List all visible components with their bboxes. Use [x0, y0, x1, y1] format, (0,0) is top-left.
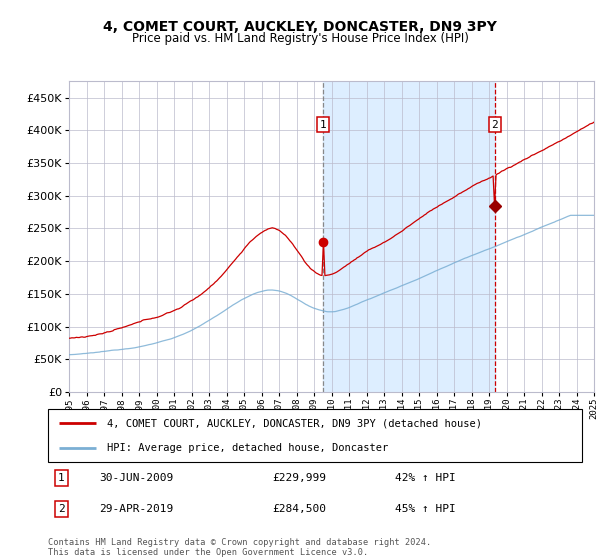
Text: 30-JUN-2009: 30-JUN-2009: [99, 473, 173, 483]
Text: 45% ↑ HPI: 45% ↑ HPI: [395, 504, 456, 514]
Text: Contains HM Land Registry data © Crown copyright and database right 2024.
This d: Contains HM Land Registry data © Crown c…: [48, 538, 431, 557]
Text: 2: 2: [58, 504, 65, 514]
Text: 2: 2: [491, 120, 498, 130]
Text: HPI: Average price, detached house, Doncaster: HPI: Average price, detached house, Donc…: [107, 442, 388, 452]
Text: £284,500: £284,500: [272, 504, 326, 514]
Text: 4, COMET COURT, AUCKLEY, DONCASTER, DN9 3PY: 4, COMET COURT, AUCKLEY, DONCASTER, DN9 …: [103, 20, 497, 34]
Text: £229,999: £229,999: [272, 473, 326, 483]
Bar: [323, 81, 495, 392]
Text: 1: 1: [319, 120, 326, 130]
FancyBboxPatch shape: [48, 409, 582, 462]
Text: 42% ↑ HPI: 42% ↑ HPI: [395, 473, 456, 483]
Text: 29-APR-2019: 29-APR-2019: [99, 504, 173, 514]
Text: 1: 1: [58, 473, 65, 483]
Text: 4, COMET COURT, AUCKLEY, DONCASTER, DN9 3PY (detached house): 4, COMET COURT, AUCKLEY, DONCASTER, DN9 …: [107, 418, 482, 428]
Text: Price paid vs. HM Land Registry's House Price Index (HPI): Price paid vs. HM Land Registry's House …: [131, 32, 469, 45]
